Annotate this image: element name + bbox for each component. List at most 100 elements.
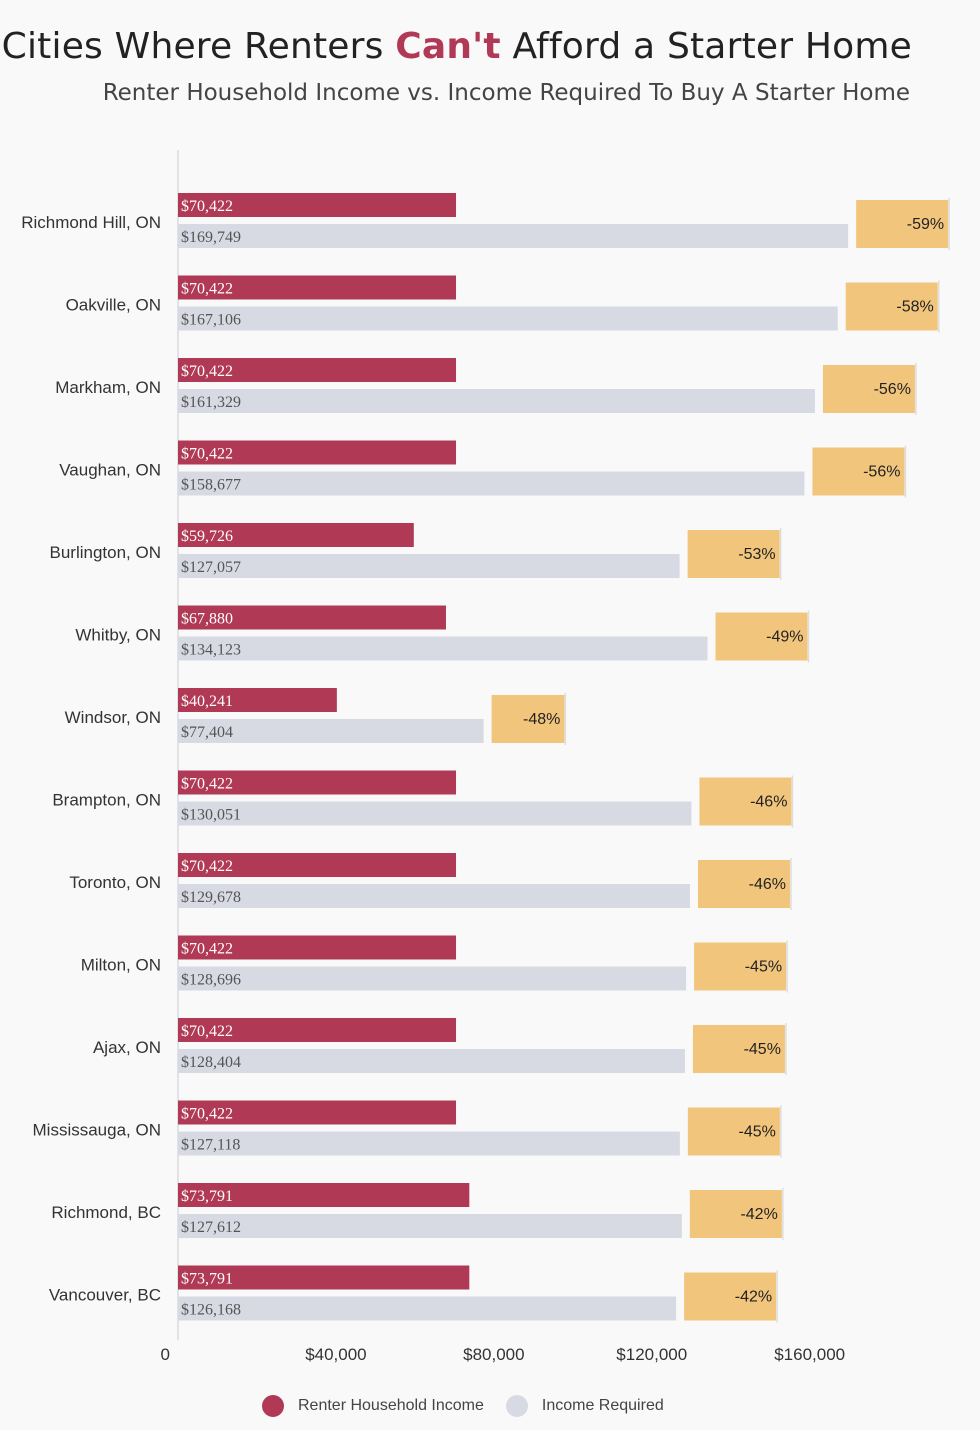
- category-label: Oakville, ON: [66, 296, 161, 315]
- bar-income: [178, 358, 457, 382]
- bar-income: [178, 275, 457, 300]
- bar-required: [178, 884, 690, 908]
- bar-income-label: $59,726: [181, 528, 233, 545]
- gap-box: [694, 942, 787, 991]
- x-tick-label: 0: [161, 1345, 170, 1364]
- bar-required: [178, 1049, 685, 1073]
- gap-box: [856, 200, 949, 248]
- bar-required-label: $161,329: [181, 394, 241, 411]
- bar-required-label: $129,678: [181, 889, 241, 906]
- bar-income: [178, 1100, 457, 1125]
- category-label: Brampton, ON: [52, 791, 161, 810]
- category-label: Windsor, ON: [65, 708, 161, 727]
- bar-income-label: $70,422: [181, 1106, 233, 1123]
- category-label: Ajax, ON: [93, 1038, 161, 1057]
- bar-required: [178, 801, 692, 826]
- gap-box: [715, 612, 808, 661]
- bar-income: [178, 440, 457, 465]
- bar-required-label: $77,404: [181, 724, 233, 741]
- legend-label-required: Income Required: [541, 1397, 664, 1414]
- bar-income-label: $70,422: [181, 446, 233, 463]
- bar-income: [178, 770, 457, 795]
- category-label: Mississauga, ON: [33, 1121, 161, 1140]
- title-prefix: Cities Where Renters: [1, 26, 396, 67]
- category-label: Whitby, ON: [75, 626, 161, 645]
- bar-required: [178, 719, 484, 743]
- bar-required: [178, 554, 680, 578]
- legend-label-income: Renter Household Income: [298, 1397, 484, 1414]
- bar-required: [178, 471, 805, 496]
- category-label: Richmond Hill, ON: [21, 213, 161, 232]
- chart-subtitle: Renter Household Income vs. Income Requi…: [102, 80, 910, 106]
- bar-income: [178, 605, 446, 630]
- legend-swatch-income: [262, 1395, 284, 1417]
- legend-swatch-required: [505, 1395, 528, 1417]
- bar-required: [178, 1131, 680, 1156]
- gap-box: [687, 1107, 780, 1156]
- bar-required-label: $130,051: [181, 807, 241, 824]
- bar-income: [178, 523, 414, 547]
- gap-label: -45%: [739, 1124, 776, 1141]
- bar-required: [178, 389, 815, 413]
- gap-box: [692, 1025, 785, 1073]
- bar-income: [178, 853, 457, 877]
- gap-label: -58%: [896, 299, 933, 316]
- bar-required-label: $128,404: [181, 1054, 241, 1071]
- legend-item-income[interactable]: Renter Household Income: [262, 1395, 484, 1417]
- gap-label: -42%: [740, 1206, 777, 1223]
- bar-chart: Richmond Hill, ON $70,422 $169,749 -59% Oakv…: [21, 150, 950, 1364]
- category-label: Milton, ON: [81, 956, 161, 975]
- title-suffix: Afford a Starter Home: [500, 26, 912, 67]
- gap-box: [812, 447, 905, 496]
- bar-income-label: $70,422: [181, 776, 233, 793]
- bar-income: [178, 1265, 470, 1290]
- chart-title: Cities Where Renters Can't Afford a Star…: [0, 26, 912, 67]
- gap-box: [699, 777, 792, 826]
- bar-income: [178, 688, 337, 712]
- gap-label: -42%: [735, 1289, 772, 1306]
- bar-income-label: $70,422: [181, 858, 233, 875]
- gap-box: [491, 695, 565, 743]
- gap-label: -56%: [863, 464, 900, 481]
- bar-required: [178, 636, 708, 661]
- bar-required-label: $134,123: [181, 642, 241, 659]
- bar-income-label: $70,422: [181, 363, 233, 380]
- bar-required-label: $128,696: [181, 972, 241, 989]
- gap-box: [845, 282, 938, 331]
- x-tick-label: $40,000: [305, 1345, 366, 1364]
- bar-income-label: $70,422: [181, 1023, 233, 1040]
- gap-label: -46%: [749, 876, 786, 893]
- bar-required: [178, 966, 687, 991]
- bar-required-label: $127,118: [181, 1137, 240, 1154]
- bar-income: [178, 935, 457, 960]
- gap-label: -59%: [907, 216, 944, 233]
- bar-income-label: $67,880: [181, 611, 233, 628]
- legend-item-required[interactable]: Income Required: [505, 1395, 664, 1417]
- gap-box: [687, 530, 780, 578]
- gap-box: [684, 1272, 777, 1321]
- bar-income: [178, 1018, 457, 1042]
- category-label: Toronto, ON: [69, 873, 161, 892]
- category-label: Burlington, ON: [50, 543, 162, 562]
- title-highlight: Can't: [395, 26, 501, 67]
- gap-label: -45%: [745, 959, 782, 976]
- x-tick-label: $80,000: [463, 1345, 524, 1364]
- category-label: Richmond, BC: [51, 1203, 161, 1222]
- bar-required: [178, 306, 838, 331]
- category-label: Vancouver, BC: [49, 1286, 161, 1305]
- bar-income-label: $40,241: [181, 693, 233, 710]
- bar-income-label: $70,422: [181, 198, 233, 215]
- bar-income-label: $70,422: [181, 281, 233, 298]
- gap-label: -56%: [874, 381, 911, 398]
- bar-income: [178, 193, 457, 217]
- x-tick-label: $160,000: [774, 1345, 845, 1364]
- gap-label: -45%: [744, 1041, 781, 1058]
- gap-label: -53%: [738, 546, 775, 563]
- bar-required-label: $126,168: [181, 1302, 241, 1319]
- gap-label: -46%: [750, 794, 787, 811]
- bar-required: [178, 224, 849, 248]
- category-label: Vaughan, ON: [59, 461, 161, 480]
- bar-required: [178, 1296, 677, 1321]
- bar-required-label: $169,749: [181, 229, 241, 246]
- bar-income-label: $73,791: [181, 1188, 233, 1205]
